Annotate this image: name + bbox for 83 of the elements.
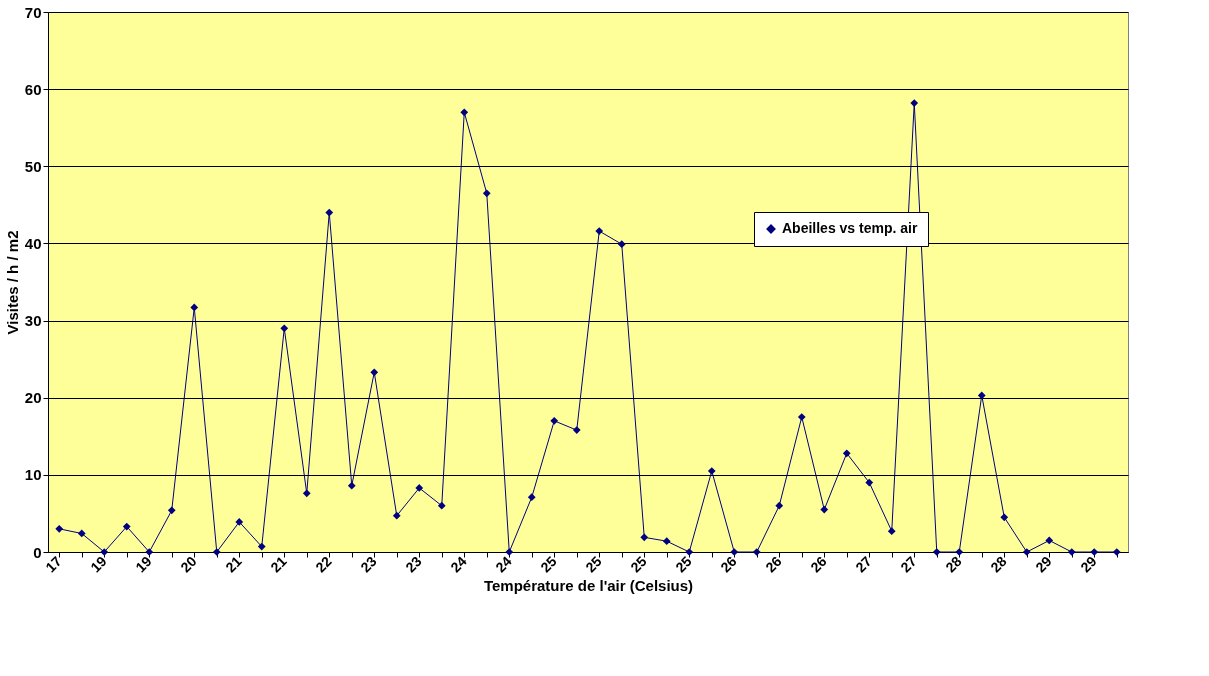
x-tick-label: 27: [852, 552, 875, 576]
point: [122, 522, 131, 531]
point: [167, 506, 176, 515]
y-axis-title: Visites / h / m2: [3, 230, 21, 335]
point: [370, 368, 379, 377]
point: [302, 489, 311, 498]
x-tick-label: 28: [987, 552, 1010, 576]
point: [212, 548, 221, 556]
point: [955, 548, 964, 556]
point: [572, 426, 581, 434]
point: [415, 484, 424, 492]
point: [437, 501, 446, 510]
x-tick-label: 21: [267, 552, 290, 576]
x-tick-label: 29: [1077, 552, 1100, 576]
y-tick-label: 50: [24, 157, 42, 175]
point: [77, 529, 86, 538]
x-tick-label: 28: [942, 552, 965, 576]
x-tick-label: 26: [807, 552, 830, 576]
point: [842, 449, 851, 458]
point: [527, 493, 536, 502]
x-tick-label: 22: [312, 552, 335, 576]
x-tick-label: 27: [897, 552, 920, 576]
x-tick-label: 24: [492, 552, 515, 576]
legend-label: Abeilles vs temp. air: [782, 220, 918, 236]
point: [797, 413, 806, 421]
x-tick-label: 25: [582, 552, 605, 576]
x-axis-title: Température de l'air (Celsius): [483, 577, 694, 595]
x-tick-label: 25: [537, 552, 560, 576]
point: [235, 518, 244, 526]
point: [685, 548, 694, 556]
x-tick-label: 17: [42, 552, 65, 576]
point: [730, 548, 739, 556]
y-tick-label: 60: [24, 80, 42, 98]
point: [505, 548, 514, 556]
x-tick-label: 23: [357, 552, 380, 576]
y-tick-label: 20: [24, 389, 42, 407]
point: [932, 548, 941, 556]
point: [392, 511, 401, 520]
point: [820, 505, 829, 514]
point: [100, 548, 109, 556]
point: [752, 548, 761, 556]
point: [640, 533, 649, 542]
y-tick-label: 70: [24, 3, 42, 21]
x-tick-label: 23: [402, 552, 425, 576]
y-tick-label: 40: [24, 234, 42, 252]
point: [910, 99, 919, 107]
x-tick-label: 20: [177, 552, 200, 576]
x-tick-label: 19: [87, 552, 110, 576]
point: [662, 537, 671, 546]
point: [325, 208, 334, 217]
point: [280, 324, 289, 333]
y-tick-label: 0: [33, 543, 42, 561]
x-tick-label: 26: [762, 552, 785, 576]
x-tick-label: 19: [132, 552, 155, 576]
y-tick-label: 30: [24, 312, 42, 330]
x-tick-label: 25: [672, 552, 695, 576]
x-tick-label: 26: [717, 552, 740, 576]
point: [257, 542, 266, 551]
x-tick-label: 25: [627, 552, 650, 576]
point: [1090, 548, 1099, 556]
point: [145, 548, 154, 556]
point: [775, 501, 784, 510]
point: [55, 524, 64, 533]
point: [482, 189, 491, 198]
point: [977, 391, 986, 400]
point: [550, 416, 559, 425]
point: [1067, 548, 1076, 556]
point: [1000, 513, 1009, 522]
point: [707, 467, 716, 475]
point: [887, 527, 896, 536]
point: [1022, 548, 1031, 556]
point: [190, 303, 199, 312]
x-tick-label: 21: [222, 552, 245, 576]
point: [617, 240, 626, 249]
point: [347, 481, 356, 490]
point: [595, 227, 604, 235]
x-tick-label: 29: [1032, 552, 1055, 576]
y-tick-label: 10: [24, 466, 42, 484]
x-tick-label: 24: [447, 552, 470, 576]
point: [865, 478, 874, 487]
point: [1112, 548, 1121, 556]
point: [460, 108, 469, 117]
point: [1045, 536, 1054, 545]
